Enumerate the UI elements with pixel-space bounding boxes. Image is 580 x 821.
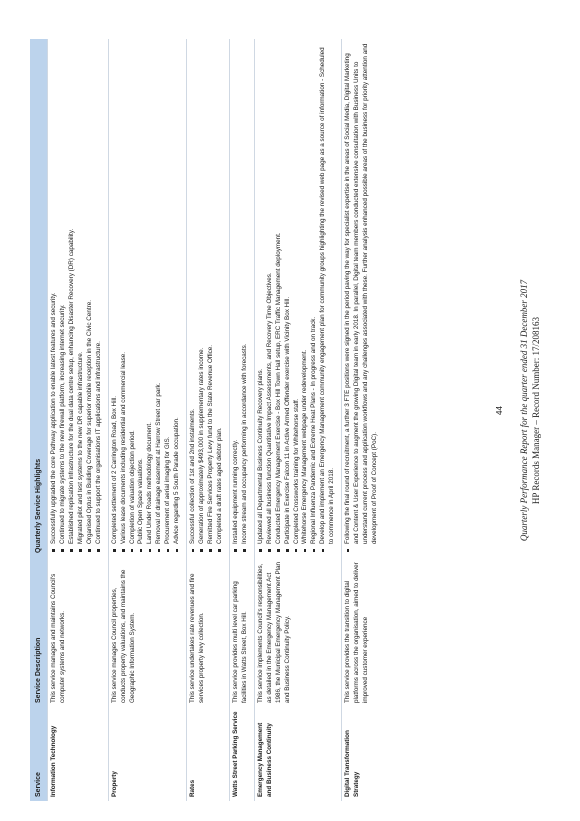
page-footer: Quarterly Performance Report for the qua… <box>518 0 542 821</box>
service-description: This service manages and maintains Counc… <box>47 557 109 707</box>
highlight-item: Organised Optus in Building Coverage for… <box>86 43 95 544</box>
highlights-list: Completed settlement of 2 Carrington Roa… <box>111 43 183 553</box>
page-number: 44 <box>495 406 504 415</box>
highlight-item: Completed Crossworks training for Whiteh… <box>293 43 302 544</box>
highlight-item: Public Open Space valuations. <box>137 43 146 544</box>
header-quarterly-highlights: Quarterly Service Highlights <box>30 39 48 557</box>
service-description: This service provides multi level car pa… <box>229 557 255 707</box>
highlights-list: Installed equipment running correctly. In… <box>232 43 250 553</box>
highlight-item: Continued to support the organisations I… <box>95 43 104 544</box>
table-row: Information Technology This service manag… <box>47 39 109 801</box>
highlights-list: Successfully upgraded the core Pathway a… <box>50 43 104 553</box>
highlight-item: Conducted Emergency Management Exercise … <box>275 43 284 544</box>
highlight-item: Completed settlement of 2 Carrington Roa… <box>111 43 120 544</box>
service-name: Watts Street Parking Service <box>229 707 255 801</box>
highlights-list: Successful collection of 1st and 2nd ins… <box>189 43 225 553</box>
highlight-item: Income stream and occupancy performing i… <box>241 43 250 544</box>
service-name: Information Technology <box>47 707 109 801</box>
highlight-item: Reviewed all business function Quantitat… <box>266 43 275 544</box>
service-highlights: Completed settlement of 2 Carrington Roa… <box>108 39 187 557</box>
highlight-item: Advice regarding 5 South Parade occupati… <box>173 43 182 544</box>
service-name: Emergency Management and Business Contin… <box>254 707 342 801</box>
highlight-item: Successful collection of 1st and 2nd ins… <box>189 43 198 544</box>
table-row: Property This service manages Council pro… <box>108 39 187 801</box>
highlights-list: Updated all Departmental Business Contin… <box>257 43 337 553</box>
highlight-item: Removal of drainage easement at Harrow S… <box>155 43 164 544</box>
table-row: Rates This service undertakes rate revenu… <box>186 39 230 801</box>
highlight-item: Develop and implement an Emergency Manag… <box>319 43 337 544</box>
highlight-item: Regional Influenza Pandemic and Extreme … <box>310 43 319 544</box>
footer-record-number: HP Records Manager – Record Number: 17/2… <box>531 316 542 505</box>
highlight-item: Installed equipment running correctly. <box>232 43 241 544</box>
highlights-list: Following the final round of recruitment… <box>344 43 380 553</box>
table-row: Emergency Management and Business Contin… <box>254 39 342 801</box>
table-row: Watts Street Parking Service This service… <box>229 39 255 801</box>
header-service-description: Service Description <box>30 557 48 707</box>
service-highlights: Following the final round of recruitment… <box>341 39 384 557</box>
table-body: Information Technology This service manag… <box>47 39 384 801</box>
service-name: Property <box>108 707 187 801</box>
service-highlights: Installed equipment running correctly. In… <box>229 39 255 557</box>
highlight-item: Procurement of aerial imaging for GIS. <box>164 43 173 544</box>
service-name: Digital Transformation Strategy <box>341 707 384 801</box>
service-description: This service provides the transition to … <box>341 557 384 707</box>
highlight-item: Successfully upgraded the core Pathway a… <box>50 43 59 544</box>
service-highlights: Successfully upgraded the core Pathway a… <box>47 39 109 557</box>
highlight-item: Continued to migrate systems to the new … <box>59 43 68 544</box>
highlight-item: Completed a draft rates aged debtor plan… <box>216 43 225 544</box>
table-header-row: Service Service Description Quarterly Se… <box>30 39 48 801</box>
highlight-item: Participate in Exercise Falcon 11 in Act… <box>284 43 293 544</box>
header-service: Service <box>30 707 48 801</box>
service-description: This service undertakes rate revenues an… <box>186 557 230 707</box>
service-name: Rates <box>186 707 230 801</box>
highlight-item: Remitted Fire Services Property Levy fun… <box>207 43 216 544</box>
highlight-item: Whitehorse Emergency Management webpage … <box>301 43 310 544</box>
highlight-item: Completion of valuation objection period… <box>129 43 138 544</box>
footer-report-title: Quarterly Performance Report for the qua… <box>519 279 529 542</box>
highlight-item: Following the final round of recruitment… <box>344 43 378 544</box>
service-highlights: Successful collection of 1st and 2nd ins… <box>186 39 230 557</box>
service-description: This service manages Council properties,… <box>108 557 187 707</box>
highlight-item: Established replication infrastructure f… <box>68 43 77 544</box>
highlight-item: Land Under Roads methodology document. <box>146 43 155 544</box>
service-highlights: Updated all Departmental Business Contin… <box>254 39 342 557</box>
highlight-item: Migrated pilot and test systems to the n… <box>77 43 86 545</box>
service-highlights-table: Service Service Description Quarterly Se… <box>30 39 384 801</box>
highlight-item: Various lease documents including reside… <box>120 43 129 544</box>
highlight-item: Updated all Departmental Business Contin… <box>257 43 266 544</box>
highlight-item: Generation of approximately $493,000 in … <box>198 43 207 544</box>
service-description: This service implements Council's respon… <box>254 557 342 707</box>
table-row: Digital Transformation Strategy This serv… <box>341 39 384 801</box>
